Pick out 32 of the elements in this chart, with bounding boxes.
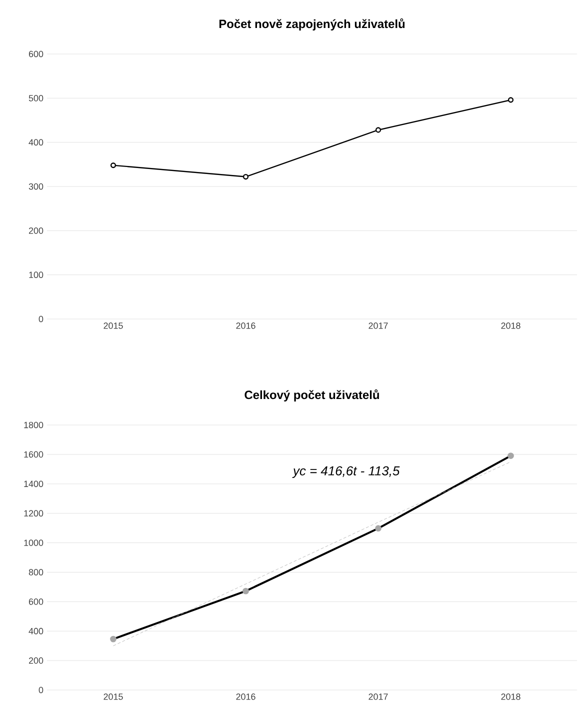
- x-tick-label: 2018: [501, 322, 520, 329]
- point: [508, 97, 514, 103]
- y-tick-label: 200: [28, 227, 44, 234]
- y-tick-label: 1400: [24, 480, 44, 488]
- x-tick-label: 2015: [104, 322, 123, 329]
- x-tick-label: 2017: [368, 322, 388, 329]
- y-tick-label: 500: [28, 94, 44, 102]
- chart-title: Celkový počet uživatelů: [244, 389, 379, 402]
- y-tick-label: 1000: [24, 540, 44, 546]
- y-tick-label: 100: [29, 272, 44, 278]
- x-tick-label: 2017: [368, 694, 388, 700]
- y-tick-label: 600: [28, 598, 44, 605]
- y-tick-label: 400: [28, 139, 44, 146]
- y-tick-label: 1200: [24, 510, 44, 517]
- y-tick-label: 300: [28, 183, 44, 190]
- y-tick-label: 600: [28, 50, 44, 58]
- x-tick-label: 2016: [236, 322, 256, 329]
- point: [375, 127, 382, 133]
- y-tick-label: 0: [38, 316, 44, 322]
- y-tick-label: 800: [28, 569, 44, 576]
- x-tick-label: 2016: [236, 694, 256, 700]
- point: [242, 174, 249, 180]
- x-tick-label: 2015: [104, 694, 123, 700]
- y-tick-label: 1600: [24, 451, 44, 458]
- y-tick-label: 400: [28, 628, 44, 634]
- y-tick-label: 200: [28, 657, 44, 664]
- annotation: yc = 416,6t - 113,5: [292, 466, 400, 478]
- y-tick-label: 0: [38, 686, 44, 694]
- point: [110, 162, 116, 168]
- y-tick-label: 1800: [24, 422, 44, 428]
- x-tick-label: 2018: [501, 694, 520, 700]
- chart-title: Počet nově zapojených uživatelů: [219, 18, 405, 31]
